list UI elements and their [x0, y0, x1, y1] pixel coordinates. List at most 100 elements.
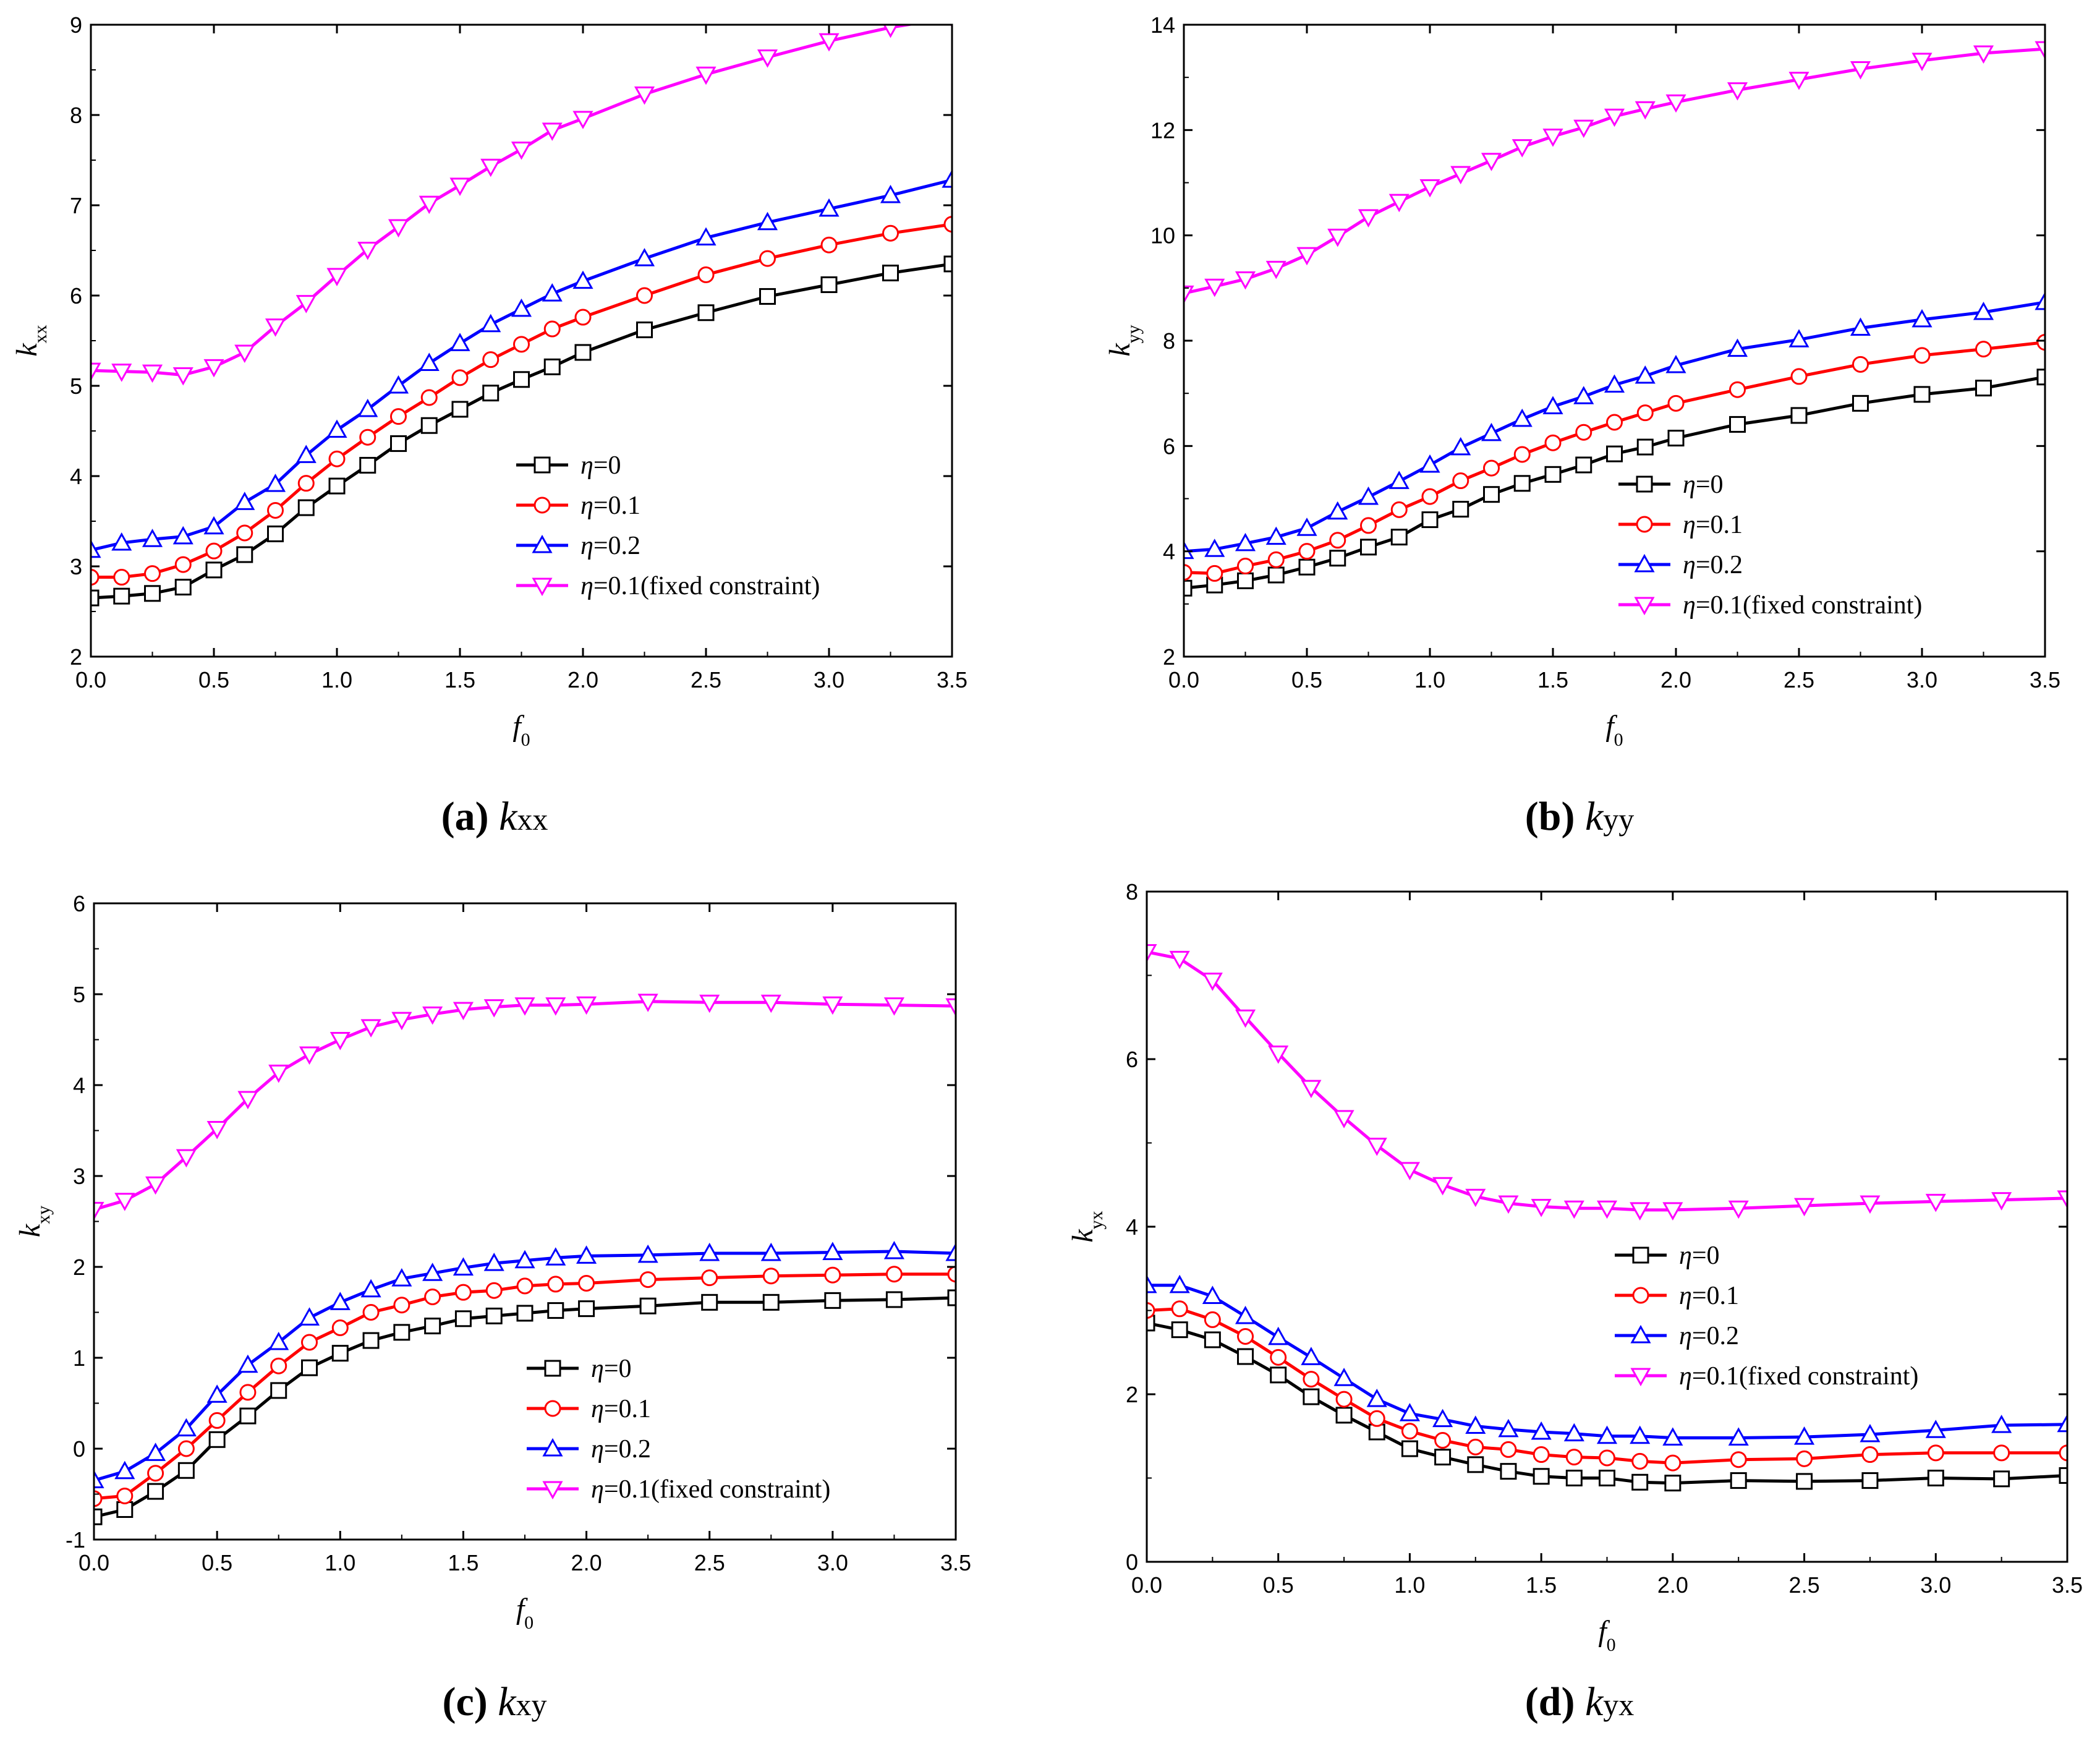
- data-point: [91, 362, 101, 381]
- x-tick-label: 3.0: [814, 667, 844, 692]
- data-point: [360, 1279, 381, 1298]
- data-point: [116, 1487, 134, 1504]
- data-point: [1333, 1368, 1354, 1386]
- data-point: [883, 997, 904, 1016]
- data-point: [1184, 564, 1193, 581]
- data-point: [267, 525, 284, 542]
- y-tick-label: 14: [1150, 12, 1175, 38]
- data-point: [205, 561, 223, 579]
- legend-item: η=0.1: [516, 492, 640, 520]
- data-point: [1327, 501, 1348, 520]
- data-point: [511, 298, 532, 317]
- data-point: [1237, 1328, 1254, 1345]
- y-tick-label: 0: [1126, 1549, 1138, 1575]
- data-point: [1665, 354, 1686, 373]
- data-point: [824, 1266, 841, 1284]
- data-point: [1270, 1366, 1287, 1384]
- data-point: [760, 1242, 781, 1261]
- data-point: [1465, 1188, 1486, 1208]
- legend: η=0η=0.1η=0.2η=0.1(fixed constraint): [1615, 1242, 1918, 1391]
- data-point: [1911, 53, 1933, 71]
- data-point: [1327, 228, 1348, 247]
- x-tick-label: 2.5: [1789, 1572, 1820, 1598]
- y-axis-label: kxy: [14, 1206, 54, 1237]
- data-point: [1169, 1274, 1190, 1293]
- data-point: [237, 1091, 258, 1110]
- data-point: [1573, 386, 1594, 404]
- x-tick-label: 0.0: [79, 1550, 109, 1575]
- data-point: [820, 236, 838, 254]
- data-point: [1204, 1311, 1221, 1328]
- x-tick-label: 3.5: [2052, 1572, 2083, 1598]
- data-point: [485, 1282, 503, 1299]
- data-point: [699, 994, 720, 1013]
- legend-item: η=0.1(fixed constraint): [516, 572, 820, 600]
- legend-label: η=0: [1683, 471, 1724, 499]
- data-point: [449, 333, 470, 351]
- y-tick-label: 7: [70, 193, 82, 218]
- caption-symbol: k: [1585, 1679, 1604, 1724]
- data-point: [1513, 475, 1531, 492]
- legend-value: =0.2: [1692, 1322, 1739, 1350]
- y-tick-label: 6: [1163, 433, 1175, 459]
- data-point: [114, 1193, 135, 1211]
- data-point: [328, 450, 346, 467]
- x-tick-label: 2.0: [568, 667, 598, 692]
- data-point: [1665, 94, 1686, 113]
- data-point: [699, 1242, 720, 1261]
- data-point: [634, 248, 655, 266]
- legend-eta: η: [580, 492, 593, 520]
- data-point: [297, 499, 315, 516]
- legend-eta: η: [1679, 1362, 1692, 1391]
- data-point: [1664, 1454, 1682, 1472]
- x-tick-label: 1.0: [1394, 1572, 1425, 1598]
- data-point: [1432, 1177, 1453, 1196]
- data-point: [759, 288, 776, 305]
- data-point: [1500, 1463, 1517, 1480]
- y-tick-label: 6: [70, 283, 82, 309]
- data-point: [1388, 194, 1410, 213]
- data-point: [206, 1121, 227, 1140]
- legend-label: η=0: [1679, 1242, 1720, 1270]
- data-point: [1184, 285, 1194, 304]
- data-point: [94, 1508, 103, 1525]
- data-point: [1630, 1202, 1651, 1221]
- data-point: [1852, 356, 1869, 373]
- data-point: [1265, 260, 1286, 279]
- data-point: [265, 474, 286, 492]
- caption-letter: (b): [1525, 794, 1575, 839]
- data-point: [762, 1293, 780, 1311]
- x-tick-label: 0.5: [198, 667, 229, 692]
- data-point: [1399, 1403, 1420, 1421]
- x-tick-label: 3.0: [1920, 1572, 1951, 1598]
- data-point: [2059, 1444, 2067, 1462]
- data-point: [697, 304, 715, 322]
- x-tick-label: 2.5: [694, 1550, 725, 1575]
- legend-triangle-up-marker: [1634, 553, 1655, 573]
- data-point: [543, 358, 561, 375]
- x-tick-label: 0.5: [1291, 667, 1322, 692]
- x-tick-label: 2.5: [691, 667, 721, 692]
- data-point: [265, 318, 286, 337]
- data-point: [239, 1407, 257, 1425]
- data-point: [362, 1332, 380, 1349]
- data-point: [882, 265, 899, 281]
- data-point: [1512, 139, 1533, 158]
- data-point: [2035, 41, 2045, 60]
- x-tick-label: 1.5: [1537, 667, 1568, 692]
- data-point: [697, 266, 715, 283]
- x-axis-label-sub: 0: [1614, 730, 1623, 750]
- data-point: [762, 1268, 780, 1285]
- data-point: [1202, 973, 1223, 991]
- data-point: [1303, 1371, 1320, 1388]
- legend-value: =0.1: [1696, 511, 1743, 539]
- data-point: [1991, 1415, 2012, 1433]
- x-tick-label: 3.0: [1907, 667, 1937, 692]
- y-axis-label: kxx: [11, 325, 51, 356]
- legend-eta: η: [1679, 1242, 1692, 1270]
- x-tick-label: 0.0: [75, 667, 106, 692]
- x-tick-label: 0.0: [1168, 667, 1199, 692]
- legend-item: η=0.1(fixed constraint): [527, 1475, 830, 1504]
- data-point: [234, 344, 255, 364]
- data-point: [2057, 1413, 2067, 1433]
